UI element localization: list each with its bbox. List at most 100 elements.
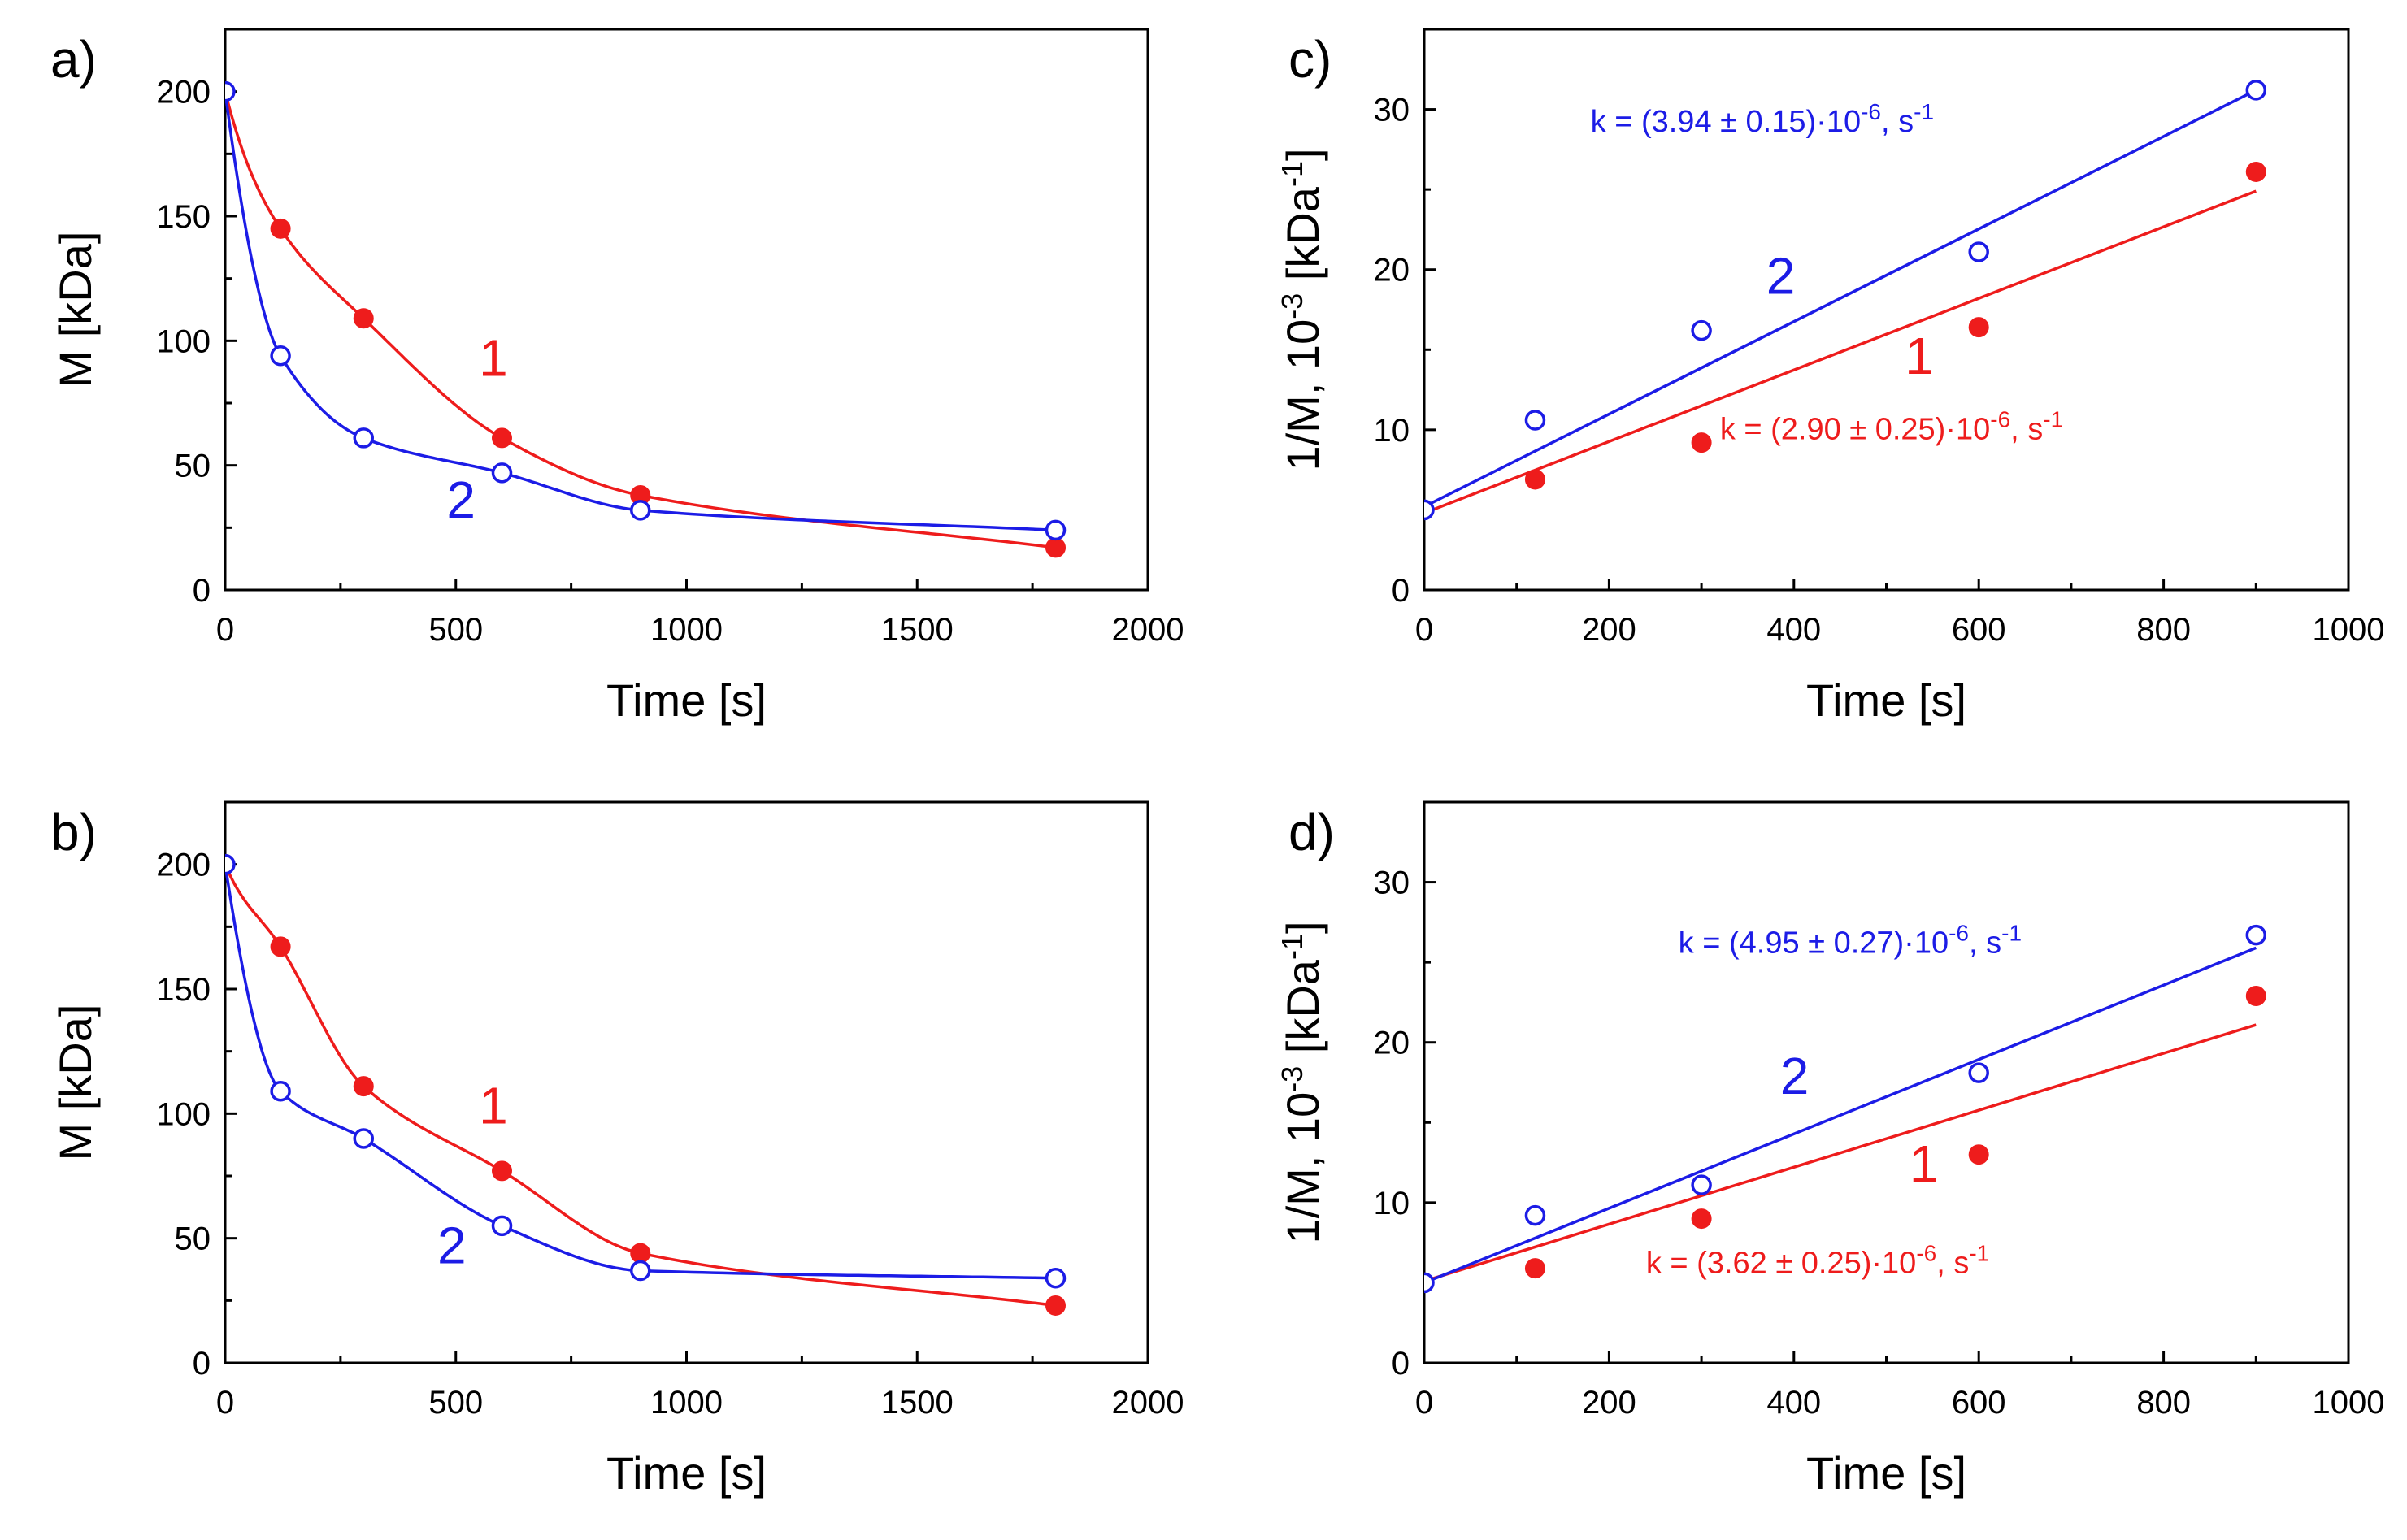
data-point-series-2 [1045, 1267, 1067, 1289]
fit-curve-series-2 [225, 91, 1056, 532]
x-tick-label: 1000 [650, 612, 723, 648]
data-layer [225, 853, 1067, 1316]
data-point-series-2 [270, 1080, 291, 1102]
y-tick-label: 0 [193, 573, 211, 609]
rate-constant-annotation: k = (2.90 ± 0.25)·10-6, s-1 [1720, 406, 2063, 447]
data-point-series-1 [1691, 432, 1712, 453]
data-point-series-1 [353, 308, 374, 329]
y-axis-title-part: 1/M, 10 [1277, 319, 1328, 471]
data-point-series-1 [2245, 986, 2266, 1007]
y-tick-label: 100 [156, 323, 211, 359]
y-tick-label: 20 [1374, 253, 1410, 288]
data-point-series-2 [353, 427, 374, 449]
chart-panel-a: 0 500 1000 1500 2000 0 50 100 150 200 Time [s] M [k… [50, 28, 1184, 726]
data-layer [1424, 80, 2267, 521]
series-label-2: 2 [1766, 246, 1796, 305]
x-tick-label: 1500 [881, 612, 954, 648]
data-point-series-1 [1968, 317, 1989, 338]
x-tick-label: 500 [428, 1385, 483, 1421]
data-point-series-2 [1968, 241, 1989, 262]
y-tick-label: 30 [1374, 93, 1410, 128]
data-point-series-2 [630, 500, 651, 521]
data-point-series-2 [2245, 924, 2267, 946]
data-point-series-1 [1524, 1258, 1545, 1279]
y-axis-title-part: [kDa [1277, 959, 1328, 1066]
annotation-text-main: k = (3.62 ± 0.25)·10 [1646, 1247, 1916, 1281]
x-tick-label: 800 [2136, 612, 2191, 648]
rate-constant-annotation: k = (4.95 ± 0.27)·10-6, s-1 [1679, 920, 2022, 961]
y-tick-label: 0 [193, 1346, 211, 1382]
y-axis-title-superscript: -1 [1275, 161, 1309, 187]
data-point-series-1 [2245, 161, 2266, 182]
fit-curve-series-1 [1424, 189, 2257, 515]
data-point-series-1 [1045, 1295, 1066, 1316]
annotation-exp2: -1 [1914, 99, 1934, 124]
y-tick-label: 10 [1374, 1186, 1410, 1221]
data-point-series-1 [630, 1243, 651, 1264]
x-tick-label: 400 [1766, 612, 1821, 648]
x-tick-label: 2000 [1112, 612, 1184, 648]
data-point-series-1 [1524, 469, 1545, 490]
annotation-exp2: -1 [2043, 406, 2063, 432]
data-point-series-2 [1524, 1204, 1546, 1226]
series-label-1: 1 [1910, 1134, 1939, 1193]
y-axis-title: M [kDa] [50, 1004, 101, 1161]
data-point-series-2 [491, 1215, 513, 1237]
fit-curve-series-1 [225, 91, 1056, 549]
annotation-text-main: k = (2.90 ± 0.25)·10 [1720, 413, 1990, 447]
y-tick-label: 0 [1392, 1346, 1410, 1382]
annotation-text-main: k = (4.95 ± 0.27)·10 [1679, 926, 1949, 960]
data-layer [225, 80, 1067, 558]
series-label-1: 1 [479, 1077, 508, 1135]
fit-curve-series-2 [1424, 89, 2257, 509]
data-point-series-1 [270, 936, 291, 957]
data-point-series-1 [492, 427, 512, 449]
y-axis-title-part: ] [1277, 921, 1328, 934]
data-point-series-1 [1045, 537, 1066, 558]
y-axis-title-part: 1/M, 10 [1277, 1092, 1328, 1244]
data-point-series-1 [353, 1076, 374, 1097]
data-point-series-2 [225, 80, 236, 102]
y-axis-title-part: [kDa [1277, 186, 1328, 293]
data-point-series-1 [1691, 1208, 1712, 1230]
data-point-series-2 [1524, 410, 1546, 431]
annotation-exp1: -6 [1916, 1240, 1936, 1265]
annotation-text-mid: , s [1969, 926, 2001, 960]
y-tick-label: 10 [1374, 413, 1410, 449]
series-label-2: 2 [437, 1216, 467, 1274]
x-tick-label: 2000 [1112, 1385, 1184, 1421]
annotation-text-mid: , s [2010, 413, 2043, 447]
panel-letter: b) [50, 803, 97, 861]
x-tick-label: 1000 [2313, 1385, 2385, 1421]
data-point-series-2 [630, 1260, 651, 1282]
panel-letter: d) [1288, 803, 1335, 861]
y-axis-title-superscript: -1 [1275, 934, 1309, 960]
x-tick-label: 1500 [881, 1385, 954, 1421]
y-axis-title: 1/M, 10-3 [kDa-1] [1275, 921, 1329, 1243]
data-point-series-2 [353, 1128, 374, 1149]
y-axis-title: M [kDa] [50, 232, 101, 388]
panel-letter: a) [50, 30, 97, 89]
y-tick-label: 30 [1374, 865, 1410, 901]
annotation-exp1: -6 [1990, 406, 2010, 432]
x-tick-label: 0 [216, 1385, 234, 1421]
x-tick-label: 0 [1415, 612, 1433, 648]
x-tick-label: 0 [1415, 1385, 1433, 1421]
y-tick-label: 0 [1392, 573, 1410, 609]
data-point-series-2 [1424, 1272, 1435, 1294]
data-point-series-2 [1968, 1062, 1989, 1083]
x-tick-label: 1000 [2313, 612, 2385, 648]
panel-letter: c) [1288, 30, 1332, 89]
x-tick-label: 200 [1582, 612, 1636, 648]
y-axis-title-superscript: -3 [1275, 293, 1309, 319]
y-axis-title-part: ] [1277, 148, 1328, 161]
x-axis-title: Time [s] [1806, 675, 1966, 726]
fit-curve-series-1 [1424, 1023, 2257, 1283]
x-tick-label: 1000 [650, 1385, 723, 1421]
chart-panel-b: 0 500 1000 1500 2000 0 50 100 150 200 Time [s] M [k… [50, 800, 1184, 1499]
fit-curve-series-2 [225, 864, 1056, 1280]
x-axis-title: Time [s] [1806, 1447, 1966, 1499]
y-tick-label: 100 [156, 1096, 211, 1132]
